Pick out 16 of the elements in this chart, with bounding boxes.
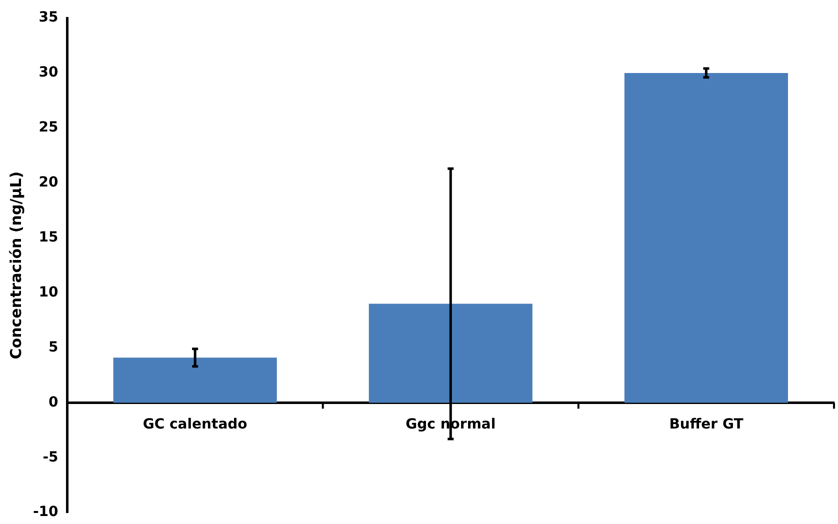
y-tick-label: 5 <box>48 339 58 356</box>
y-tick-label: 15 <box>38 229 58 246</box>
x-tick-label: Buffer GT <box>669 416 744 433</box>
bar <box>113 358 277 403</box>
y-tick-label: -5 <box>42 449 58 466</box>
bar <box>624 72 788 403</box>
y-tick-label: 25 <box>38 120 58 136</box>
y-tick-label: 20 <box>38 174 59 191</box>
y-tick-label: -10 <box>32 504 59 520</box>
y-axis-title: Concentración (ng/µL) <box>6 171 25 360</box>
y-tick-label: 10 <box>38 284 59 300</box>
bar <box>368 304 532 403</box>
y-tick-label: 0 <box>48 394 59 410</box>
x-tick-label: GC calentado <box>142 416 248 433</box>
y-tick-label: 30 <box>38 64 59 81</box>
y-tick-label: 35 <box>38 10 58 26</box>
